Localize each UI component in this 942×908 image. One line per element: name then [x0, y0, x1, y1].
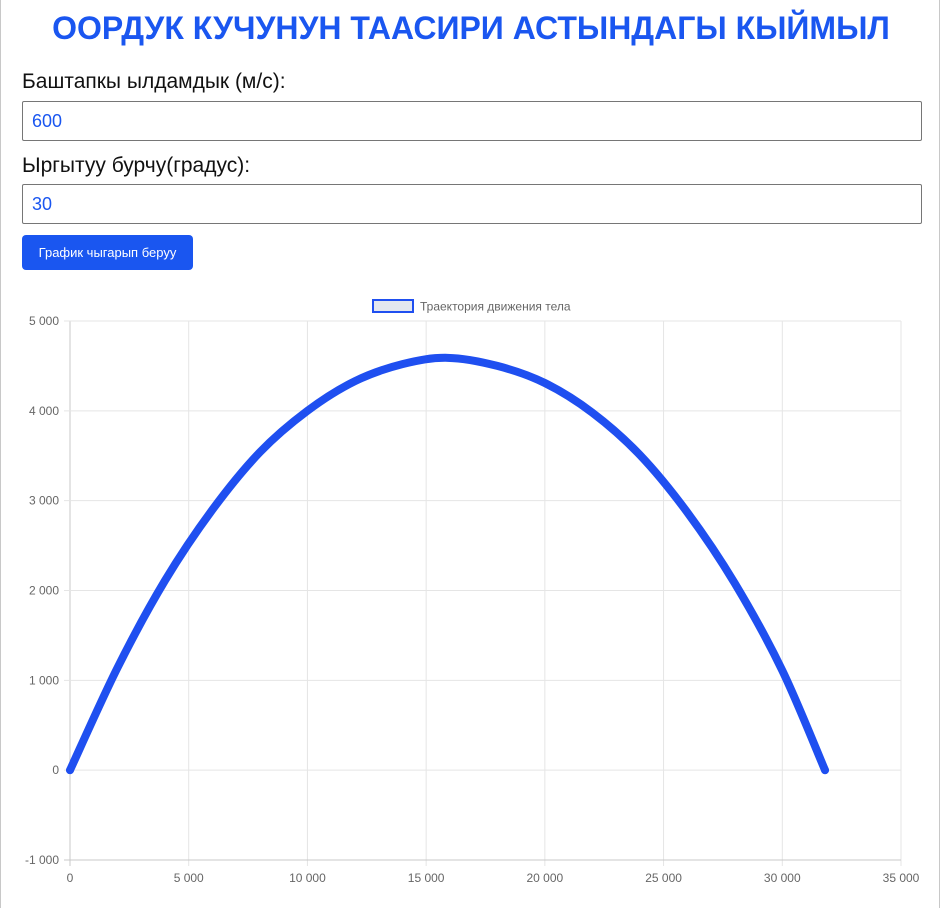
- chart-ticks: 0 5 000 10 000 15 000 20 000 25 000 30 000 35 0…: [25, 314, 920, 885]
- trajectory-chart: 0 5 000 10 000 15 000 20 000 25 000 30 000 35 0…: [25, 299, 920, 885]
- angle-input[interactable]: [22, 184, 922, 224]
- y-tick-label: -1 000: [25, 853, 59, 867]
- plot-graph-button[interactable]: График чыгарып беруу: [22, 235, 193, 270]
- x-tick-label: 0: [67, 871, 74, 885]
- x-tick-label: 30 000: [764, 871, 801, 885]
- x-tick-label: 35 000: [883, 871, 920, 885]
- trajectory-start-point: [66, 766, 74, 775]
- x-tick-label: 25 000: [645, 871, 682, 885]
- y-tick-label: 0: [52, 763, 59, 777]
- y-tick-label: 2 000: [29, 584, 59, 598]
- trajectory-end-point: [821, 766, 830, 775]
- x-tick-label: 5 000: [174, 871, 204, 885]
- trajectory-line: [66, 353, 830, 775]
- chart-grid: [64, 320, 902, 866]
- x-tick-label: 20 000: [527, 871, 564, 885]
- page-title: ООРДУК КУЧУНУН ТААСИРИ АСТЫНДАГЫ КЫЙМЫЛ: [52, 10, 890, 46]
- x-tick-label: 10 000: [289, 871, 326, 885]
- y-tick-label: 1 000: [29, 673, 59, 687]
- chart-series: [66, 353, 830, 775]
- y-tick-label: 3 000: [29, 494, 59, 508]
- y-tick-label: 4 000: [29, 404, 59, 418]
- legend-label: Траектория движения тела: [420, 300, 571, 314]
- y-tick-label: 5 000: [29, 314, 59, 328]
- velocity-input[interactable]: [22, 101, 922, 141]
- velocity-label: Баштапкы ылдамдык (м/с):: [22, 70, 286, 93]
- legend-swatch: [372, 299, 414, 313]
- x-tick-label: 15 000: [408, 871, 445, 885]
- angle-label: Ыргытуу бурчу(градус):: [22, 154, 251, 177]
- chart-legend[interactable]: Траектория движения тела: [372, 299, 571, 314]
